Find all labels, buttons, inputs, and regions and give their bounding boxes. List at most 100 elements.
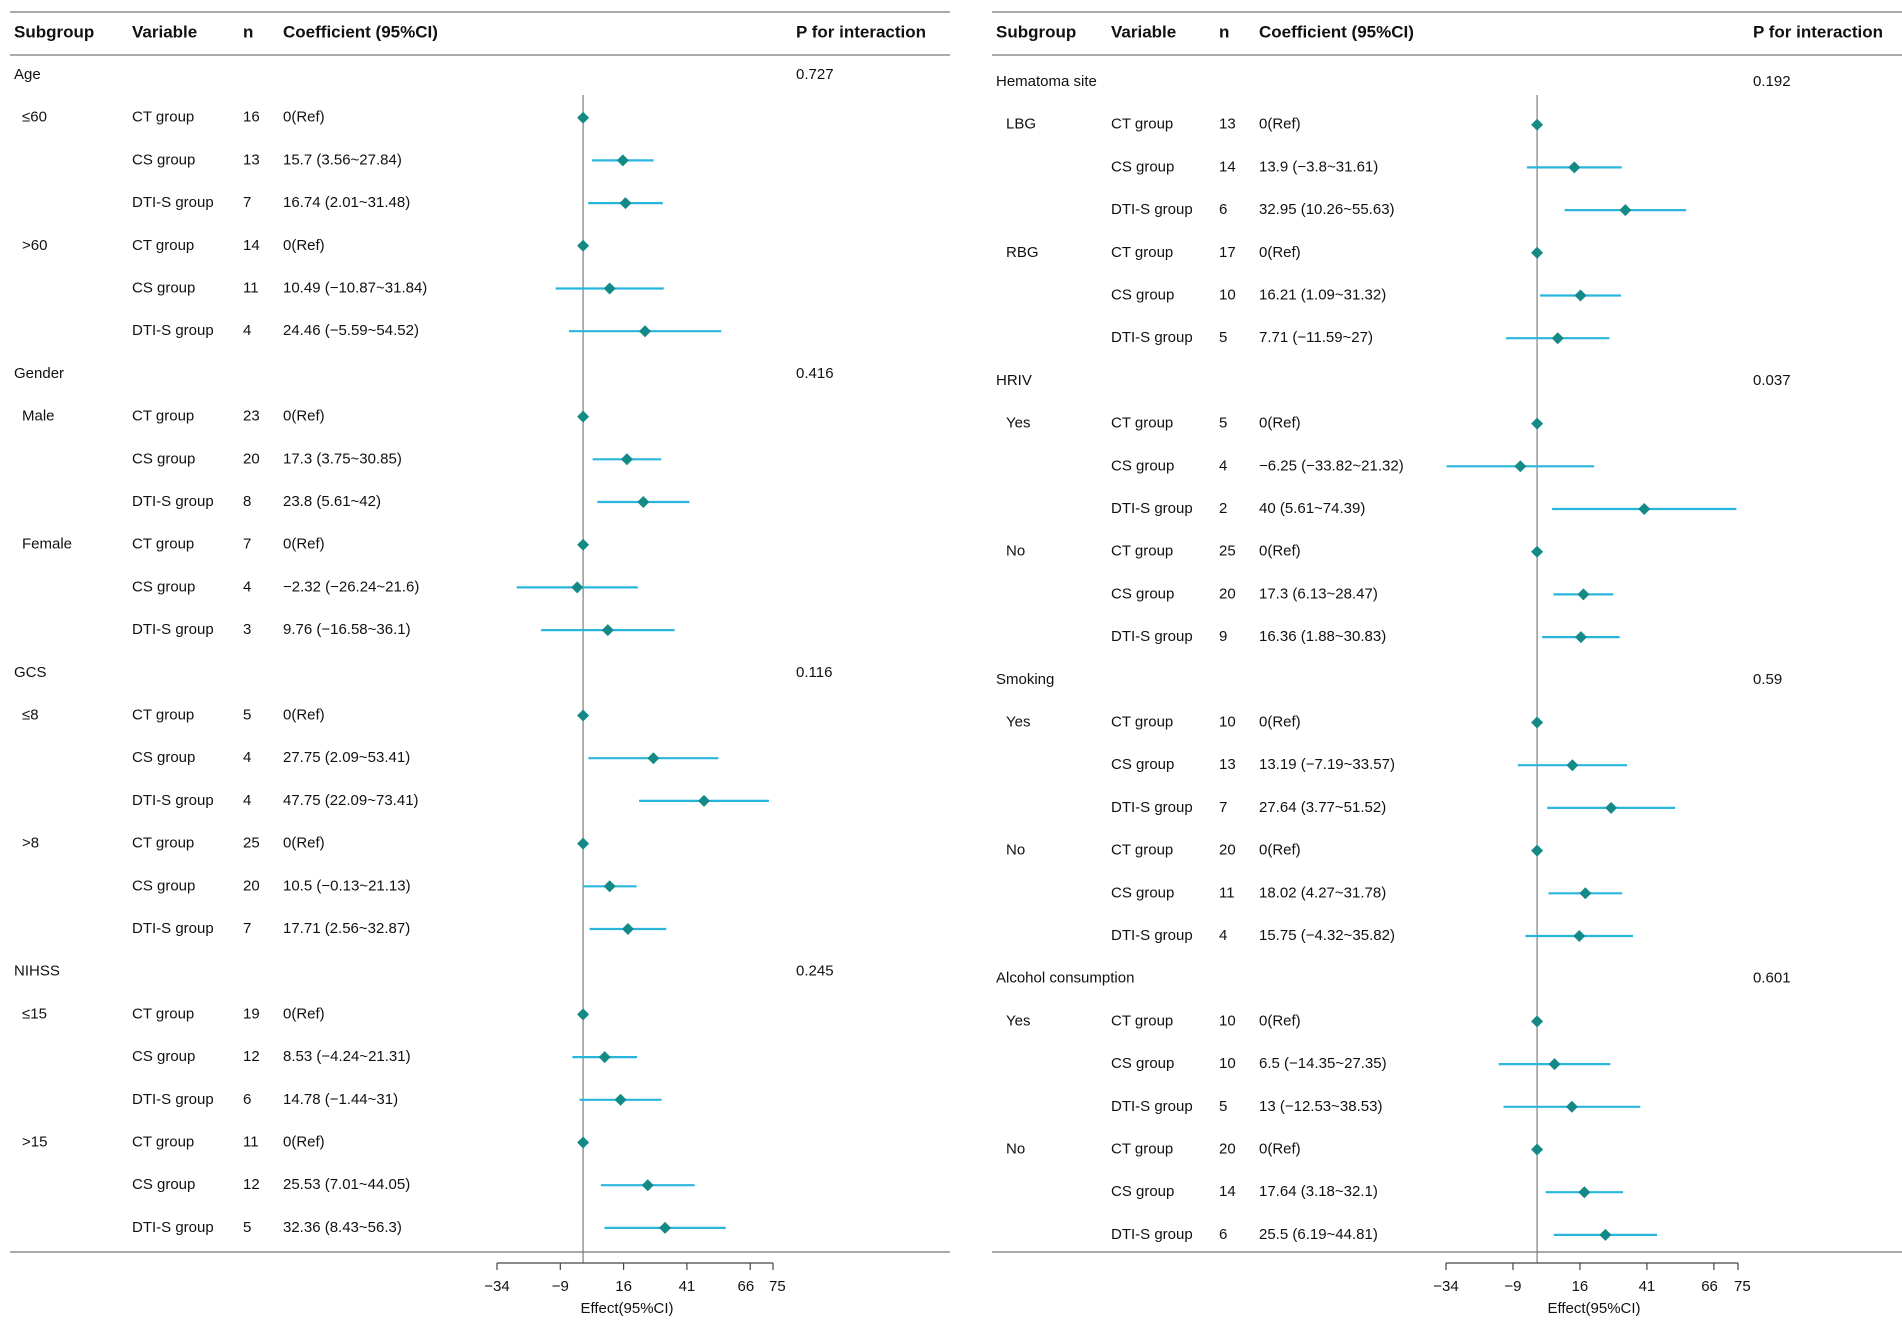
- row-coefficient-text: 27.75 (2.09~53.41): [283, 749, 410, 766]
- row-variable: CS group: [1111, 1183, 1174, 1200]
- estimate-marker: [1638, 503, 1651, 515]
- row-n: 5: [243, 1219, 251, 1236]
- estimate-marker: [1565, 1100, 1578, 1113]
- estimate-marker: [1531, 118, 1544, 131]
- x-tick-label: −34: [484, 1278, 509, 1295]
- estimate-marker: [598, 1051, 611, 1064]
- estimate-marker: [698, 794, 710, 807]
- x-tick-label: 16: [1572, 1278, 1589, 1295]
- group-label: Age: [14, 66, 41, 83]
- row-coefficient-text: 25.53 (7.01~44.05): [283, 1176, 410, 1193]
- group-label: NIHSS: [14, 963, 60, 980]
- subgroup-label: Yes: [1006, 415, 1030, 432]
- row-n: 4: [243, 322, 251, 339]
- subgroup-label: ≤60: [22, 109, 47, 126]
- p-interaction-value: 0.037: [1753, 372, 1791, 389]
- row-coefficient-text: 0(Ref): [1259, 842, 1301, 859]
- estimate-marker: [1599, 1228, 1612, 1241]
- row-n: 8: [243, 493, 251, 510]
- row-n: 14: [1219, 158, 1236, 175]
- row-variable: DTI-S group: [1111, 500, 1193, 517]
- header-variable: Variable: [1111, 22, 1176, 41]
- row-variable: CT group: [132, 706, 194, 723]
- row-variable: DTI-S group: [132, 1219, 214, 1236]
- row-n: 9: [1219, 628, 1227, 645]
- estimate-marker: [577, 1008, 590, 1021]
- row-n: 19: [243, 1005, 260, 1022]
- header-n: n: [1219, 22, 1229, 41]
- estimate-marker: [637, 496, 650, 508]
- row-coefficient-text: −2.32 (−26.24~21.6): [283, 578, 419, 595]
- subgroup-label: >8: [22, 835, 39, 852]
- row-n: 7: [1219, 799, 1227, 816]
- group-label: Hematoma site: [996, 73, 1097, 90]
- row-variable: DTI-S group: [1111, 1226, 1193, 1243]
- estimate-marker: [1574, 289, 1587, 302]
- subgroup-label: ≤8: [22, 706, 39, 723]
- row-coefficient-text: 14.78 (−1.44~31): [283, 1091, 398, 1108]
- row-coefficient-text: 10.49 (−10.87~31.84): [283, 279, 427, 296]
- row-n: 20: [243, 450, 260, 467]
- estimate-marker: [1531, 545, 1544, 558]
- row-variable: CS group: [1111, 1055, 1174, 1072]
- row-variable: CT group: [1111, 415, 1173, 432]
- row-n: 10: [1219, 1055, 1236, 1072]
- subgroup-label: ≤15: [22, 1005, 47, 1022]
- row-variable: CS group: [132, 151, 195, 168]
- row-coefficient-text: 27.64 (3.77~51.52): [1259, 799, 1386, 816]
- row-coefficient-text: 23.8 (5.61~42): [283, 493, 381, 510]
- row-coefficient-text: 0(Ref): [283, 109, 325, 126]
- row-n: 4: [243, 578, 251, 595]
- row-coefficient-text: 0(Ref): [283, 835, 325, 852]
- row-variable: CT group: [132, 1133, 194, 1150]
- header-coefficient: Coefficient (95%CI): [283, 22, 438, 41]
- row-coefficient-text: 0(Ref): [1259, 543, 1301, 560]
- row-coefficient-text: 17.71 (2.56~32.87): [283, 920, 410, 937]
- estimate-marker: [1577, 588, 1590, 601]
- row-coefficient-text: −6.25 (−33.82~21.32): [1259, 457, 1404, 474]
- estimate-marker: [1531, 1015, 1544, 1028]
- row-n: 7: [243, 194, 251, 211]
- estimate-marker: [577, 239, 590, 252]
- row-variable: CS group: [1111, 158, 1174, 175]
- subgroup-label: >15: [22, 1133, 47, 1150]
- estimate-marker: [1531, 844, 1544, 857]
- estimate-marker: [603, 880, 616, 893]
- row-variable: CS group: [132, 749, 195, 766]
- row-coefficient-text: 0(Ref): [283, 536, 325, 553]
- x-tick-label: −9: [1504, 1278, 1521, 1295]
- row-n: 25: [1219, 543, 1236, 560]
- row-variable: DTI-S group: [1111, 927, 1193, 944]
- row-n: 5: [1219, 1098, 1227, 1115]
- header-p-interaction: P for interaction: [796, 22, 926, 41]
- row-coefficient-text: 17.3 (6.13~28.47): [1259, 585, 1378, 602]
- row-coefficient-text: 0(Ref): [283, 408, 325, 425]
- row-coefficient-text: 32.36 (8.43~56.3): [283, 1219, 402, 1236]
- estimate-marker: [1574, 631, 1587, 644]
- row-coefficient-text: 18.02 (4.27~31.78): [1259, 884, 1386, 901]
- row-variable: CS group: [1111, 286, 1174, 303]
- estimate-marker: [639, 325, 652, 338]
- row-variable: DTI-S group: [132, 322, 214, 339]
- estimate-marker: [1605, 801, 1618, 814]
- x-axis-title: Effect(95%CI): [1547, 1300, 1640, 1317]
- row-n: 17: [1219, 244, 1236, 261]
- group-label: Alcohol consumption: [996, 970, 1134, 987]
- row-n: 6: [1219, 201, 1227, 218]
- row-coefficient-text: 8.53 (−4.24~21.31): [283, 1048, 411, 1065]
- row-coefficient-text: 0(Ref): [1259, 116, 1301, 133]
- row-n: 4: [1219, 927, 1227, 944]
- subgroup-label: RBG: [1006, 244, 1039, 261]
- subgroup-label: Yes: [1006, 1012, 1030, 1029]
- row-n: 5: [1219, 329, 1227, 346]
- x-tick-label: 75: [769, 1278, 786, 1295]
- row-coefficient-text: 25.5 (6.19~44.81): [1259, 1226, 1378, 1243]
- row-n: 3: [243, 621, 251, 638]
- estimate-marker: [1531, 417, 1544, 430]
- header-p-interaction: P for interaction: [1753, 22, 1883, 41]
- row-n: 10: [1219, 713, 1236, 730]
- row-variable: CS group: [132, 1176, 195, 1193]
- x-tick-label: 75: [1734, 1278, 1751, 1295]
- row-n: 16: [243, 109, 260, 126]
- row-coefficient-text: 0(Ref): [1259, 415, 1301, 432]
